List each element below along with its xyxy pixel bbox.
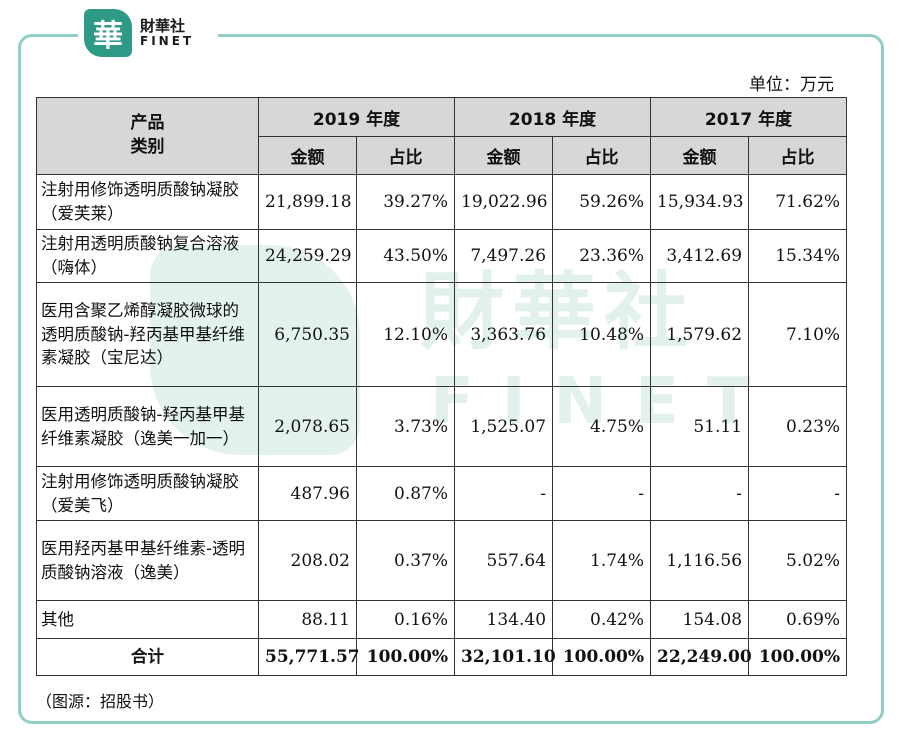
- cell-value: -: [552, 466, 652, 521]
- cell-value: 7.10%: [748, 282, 848, 387]
- cell-value: 134.40: [454, 600, 554, 639]
- share-header: 占比: [552, 136, 652, 175]
- cell-value: 59.26%: [552, 174, 652, 230]
- table-row: 医用透明质酸钠-羟丙基甲基纤维素凝胶（逸美一加一） 2,078.65 3.73%…: [36, 386, 848, 467]
- cell-value: 23.36%: [552, 229, 652, 283]
- cell-value: 0.16%: [355, 600, 456, 639]
- logo-mark: 華: [84, 9, 132, 57]
- logo-cn-text: 財華社: [140, 16, 186, 35]
- year-header-2018: 2018 年度: [454, 97, 652, 137]
- cell-value: 88.11: [258, 600, 357, 639]
- cell-value: 0.69%: [748, 600, 848, 639]
- content-frame: [18, 34, 884, 724]
- cell-value: 0.37%: [355, 520, 456, 601]
- cell-value: 19,022.96: [454, 174, 554, 230]
- year-header-2017: 2017 年度: [650, 97, 848, 137]
- cell-value: 3,363.76: [454, 282, 554, 387]
- cell-value: 1,116.56: [650, 520, 750, 601]
- cell-value: 3.73%: [355, 386, 456, 467]
- cell-value: -: [650, 466, 750, 521]
- category-header: 产品 类别: [36, 97, 259, 175]
- cell-value: 1,579.62: [650, 282, 750, 387]
- cell-value: 51.11: [650, 386, 750, 467]
- product-name: 医用含聚乙烯醇凝胶微球的透明质酸钠-羟丙基甲基纤维素凝胶（宝尼达）: [36, 282, 259, 387]
- cell-value: 154.08: [650, 600, 750, 639]
- cell-value: 1.74%: [552, 520, 652, 601]
- table-row: 医用含聚乙烯醇凝胶微球的透明质酸钠-羟丙基甲基纤维素凝胶（宝尼达） 6,750.…: [36, 282, 848, 387]
- cell-value: 6,750.35: [258, 282, 357, 387]
- cell-value: 12.10%: [355, 282, 456, 387]
- cell-value: 5.02%: [748, 520, 848, 601]
- year-header-2019: 2019 年度: [257, 97, 456, 137]
- total-label: 合计: [36, 638, 259, 676]
- cell-value: 1,525.07: [454, 386, 554, 467]
- cell-value: 2,078.65: [258, 386, 357, 467]
- amount-header: 金额: [454, 136, 554, 175]
- share-header: 占比: [748, 136, 848, 175]
- total-value: 100.00%: [552, 638, 652, 676]
- cell-value: 0.42%: [552, 600, 652, 639]
- cell-value: 487.96: [258, 466, 357, 521]
- product-name: 医用透明质酸钠-羟丙基甲基纤维素凝胶（逸美一加一）: [36, 386, 259, 467]
- product-name: 医用羟丙基甲基纤维素-透明质酸钠溶液（逸美）: [36, 520, 259, 601]
- cell-value: 71.62%: [748, 174, 848, 230]
- table-row: 注射用修饰透明质酸钠凝胶（爱美飞） 487.96 0.87% - - - -: [36, 466, 848, 521]
- cell-value: 15.34%: [748, 229, 848, 283]
- cell-value: 21,899.18: [258, 174, 357, 230]
- total-value: 55,771.57: [258, 638, 360, 676]
- amount-header: 金额: [650, 136, 750, 175]
- cell-value: 208.02: [258, 520, 357, 601]
- table-row: 注射用透明质酸钠复合溶液（嗨体） 24,259.29 43.50% 7,497.…: [36, 229, 848, 283]
- cell-value: 15,934.93: [650, 174, 750, 230]
- total-value: 100.00%: [355, 638, 456, 676]
- unit-label: 单位：万元: [749, 75, 834, 95]
- share-header: 占比: [355, 136, 456, 175]
- product-name: 其他: [36, 600, 259, 639]
- amount-header: 金额: [258, 136, 357, 175]
- cell-value: 43.50%: [355, 229, 456, 283]
- revenue-table: 产品 类别 2019 年度 2018 年度 2017 年度 金额 占比 金额 占…: [36, 97, 848, 676]
- cell-value: 39.27%: [355, 174, 456, 230]
- cell-value: 3,412.69: [650, 229, 750, 283]
- total-value: 32,101.10: [454, 638, 556, 676]
- table-row: 医用羟丙基甲基纤维素-透明质酸钠溶液（逸美） 208.02 0.37% 557.…: [36, 520, 848, 601]
- product-name: 注射用透明质酸钠复合溶液（嗨体）: [36, 229, 259, 283]
- category-header-line2: 类别: [130, 137, 165, 157]
- logo-en-text: FINET: [140, 33, 195, 48]
- cell-value: -: [454, 466, 554, 521]
- category-header-line1: 产品: [130, 113, 165, 134]
- cell-value: 0.23%: [748, 386, 848, 467]
- table-row: 其他 88.11 0.16% 134.40 0.42% 154.08 0.69%: [36, 600, 848, 639]
- cell-value: 10.48%: [552, 282, 652, 387]
- product-name: 注射用修饰透明质酸钠凝胶（爱芙莱）: [36, 174, 259, 230]
- table-row: 注射用修饰透明质酸钠凝胶（爱芙莱） 21,899.18 39.27% 19,02…: [36, 174, 848, 230]
- total-row: 合计 55,771.57 100.00% 32,101.10 100.00% 2…: [36, 638, 848, 676]
- product-name: 注射用修饰透明质酸钠凝胶（爱美飞）: [36, 466, 259, 521]
- cell-value: 24,259.29: [258, 229, 357, 283]
- cell-value: 4.75%: [552, 386, 652, 467]
- cell-value: -: [748, 466, 848, 521]
- total-value: 22,249.00: [650, 638, 752, 676]
- finet-logo: 華 財華社 FINET: [78, 4, 218, 62]
- source-caption: （图源：招股书）: [36, 692, 165, 711]
- total-value: 100.00%: [748, 638, 848, 676]
- cell-value: 0.87%: [355, 466, 456, 521]
- cell-value: 557.64: [454, 520, 554, 601]
- cell-value: 7,497.26: [454, 229, 554, 283]
